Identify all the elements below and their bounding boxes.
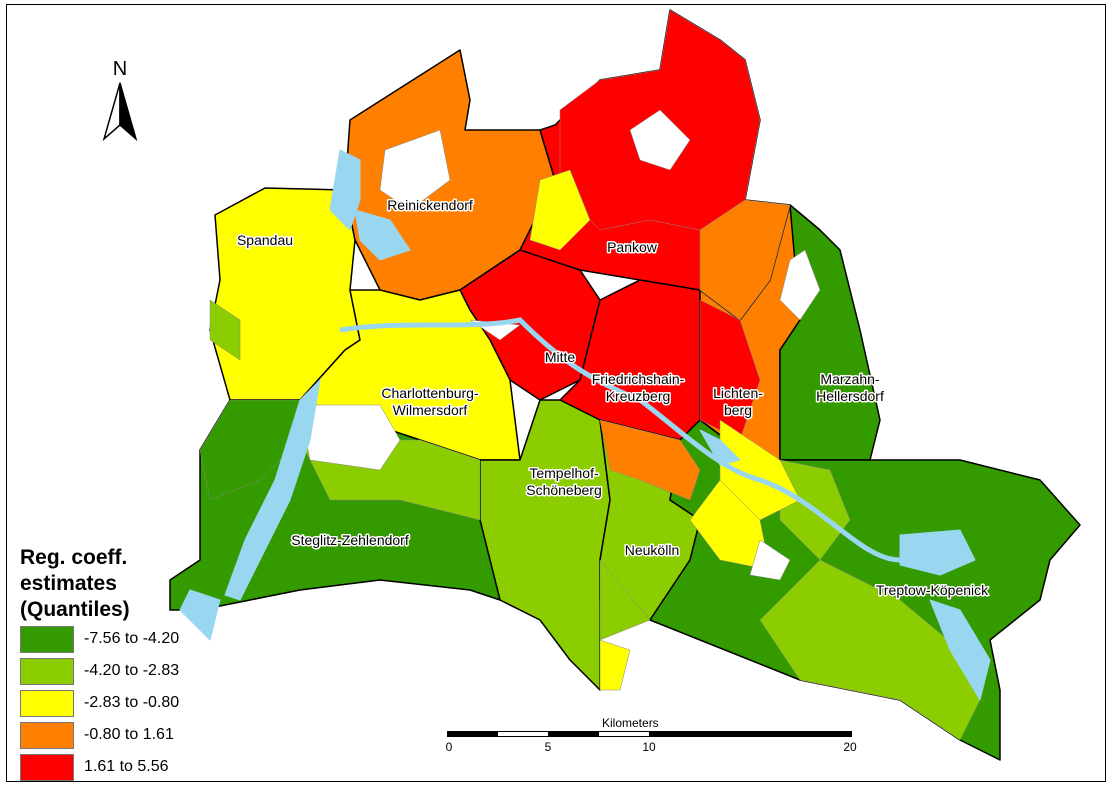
sub-area xyxy=(599,419,701,501)
district-label: Neukölln xyxy=(625,542,679,558)
water-body xyxy=(179,589,221,641)
scale-bar-graphic xyxy=(447,731,852,737)
sub-area xyxy=(759,559,981,741)
district-7 xyxy=(779,204,881,461)
district-label: Treptow-Köpenick xyxy=(876,582,989,598)
no-data-area xyxy=(779,249,821,321)
river xyxy=(339,317,901,563)
legend-swatch xyxy=(20,721,74,749)
no-data-area xyxy=(629,109,691,171)
legend-item: -0.80 to 1.61 xyxy=(20,719,220,751)
no-data-area xyxy=(379,129,451,211)
district-label: Lichten-berg xyxy=(713,385,763,418)
scale-tick: 0 xyxy=(445,740,453,754)
legend-swatch xyxy=(20,657,74,685)
sub-area xyxy=(599,559,651,641)
district-label: Mitte xyxy=(545,349,576,365)
district-label: Marzahn-Hellersdorf xyxy=(816,371,884,404)
legend-title: Reg. coeff. estimates (Quantiles) xyxy=(20,546,130,621)
legend-label: -4.20 to -2.83 xyxy=(84,662,180,679)
district-label: Charlottenburg-Wilmersdorf xyxy=(381,385,479,418)
legend-label: -2.83 to -0.80 xyxy=(84,694,180,711)
north-arrow: N xyxy=(100,58,140,146)
district-label: Tempelhof-Schöneberg xyxy=(526,465,602,498)
water-body xyxy=(329,149,361,231)
legend-label: -7.56 to -4.20 xyxy=(84,630,180,647)
sub-area xyxy=(209,299,241,361)
district-label: Friedrichshain-Kreuzberg xyxy=(592,371,685,404)
legend-label: -0.80 to 1.61 xyxy=(84,726,174,743)
map-frame xyxy=(6,4,1106,782)
legend-swatch xyxy=(20,689,74,717)
north-label: N xyxy=(112,58,128,80)
no-data-area xyxy=(299,404,401,471)
district-label: Steglitz-Zehlendorf xyxy=(291,532,409,548)
sub-area xyxy=(699,199,791,321)
district-label: Reinickendorf xyxy=(387,197,473,213)
district-label: Spandau xyxy=(237,232,293,248)
water-body xyxy=(699,429,741,466)
legend-swatch xyxy=(20,753,74,781)
water-body xyxy=(224,379,321,601)
legend-label: 1.61 to 5.56 xyxy=(84,758,169,775)
sub-area xyxy=(529,169,591,251)
sub-area xyxy=(699,299,761,441)
scale-tick: 5 xyxy=(544,740,552,754)
legend: Reg. coeff. estimates (Quantiles) -7.56 … xyxy=(20,545,220,783)
legend-swatch xyxy=(20,625,74,653)
water-body xyxy=(929,599,991,701)
sub-area xyxy=(719,419,801,521)
district-label: Pankow xyxy=(607,239,658,255)
water-body xyxy=(354,209,411,261)
no-data-area xyxy=(749,539,791,581)
scale-tick: 10 xyxy=(642,740,656,754)
legend-item: -4.20 to -2.83 xyxy=(20,655,220,687)
legend-item: -2.83 to -0.80 xyxy=(20,687,220,719)
sub-area xyxy=(599,639,631,691)
scale-tick: 20 xyxy=(843,740,857,754)
legend-item: 1.61 to 5.56 xyxy=(20,751,220,783)
scale-title: Kilometers xyxy=(602,716,659,730)
legend-item: -7.56 to -4.20 xyxy=(20,623,220,655)
north-arrow-icon xyxy=(102,82,138,142)
